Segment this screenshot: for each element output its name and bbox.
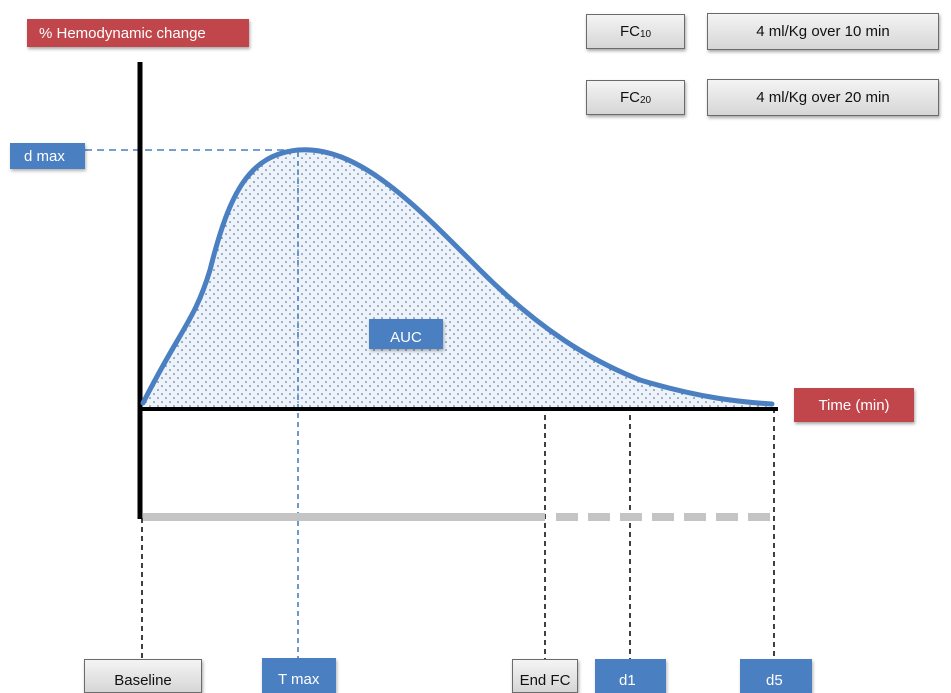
auc-label: AUC <box>369 319 443 349</box>
dmax-label: d max <box>10 143 85 169</box>
d1-label: d1 <box>595 659 666 693</box>
fc20-description: 4 ml/Kg over 20 min <box>707 79 939 116</box>
fc20-name: FC <box>620 89 640 106</box>
fc20-tag: FC 20 <box>586 80 685 115</box>
fc10-name: FC <box>620 23 640 40</box>
d5-label: d5 <box>740 659 812 693</box>
y-axis-label: % Hemodynamic change <box>27 19 249 47</box>
fc10-tag: FC 10 <box>586 14 685 49</box>
baseline-label: Baseline <box>84 659 202 693</box>
fc10-subscript: 10 <box>640 29 651 40</box>
fc20-subscript: 20 <box>640 95 651 106</box>
fc10-description: 4 ml/Kg over 10 min <box>707 13 939 50</box>
end-fc-label: End FC <box>512 659 578 693</box>
tmax-label: T max <box>262 658 336 693</box>
x-axis-label: Time (min) <box>794 388 914 422</box>
